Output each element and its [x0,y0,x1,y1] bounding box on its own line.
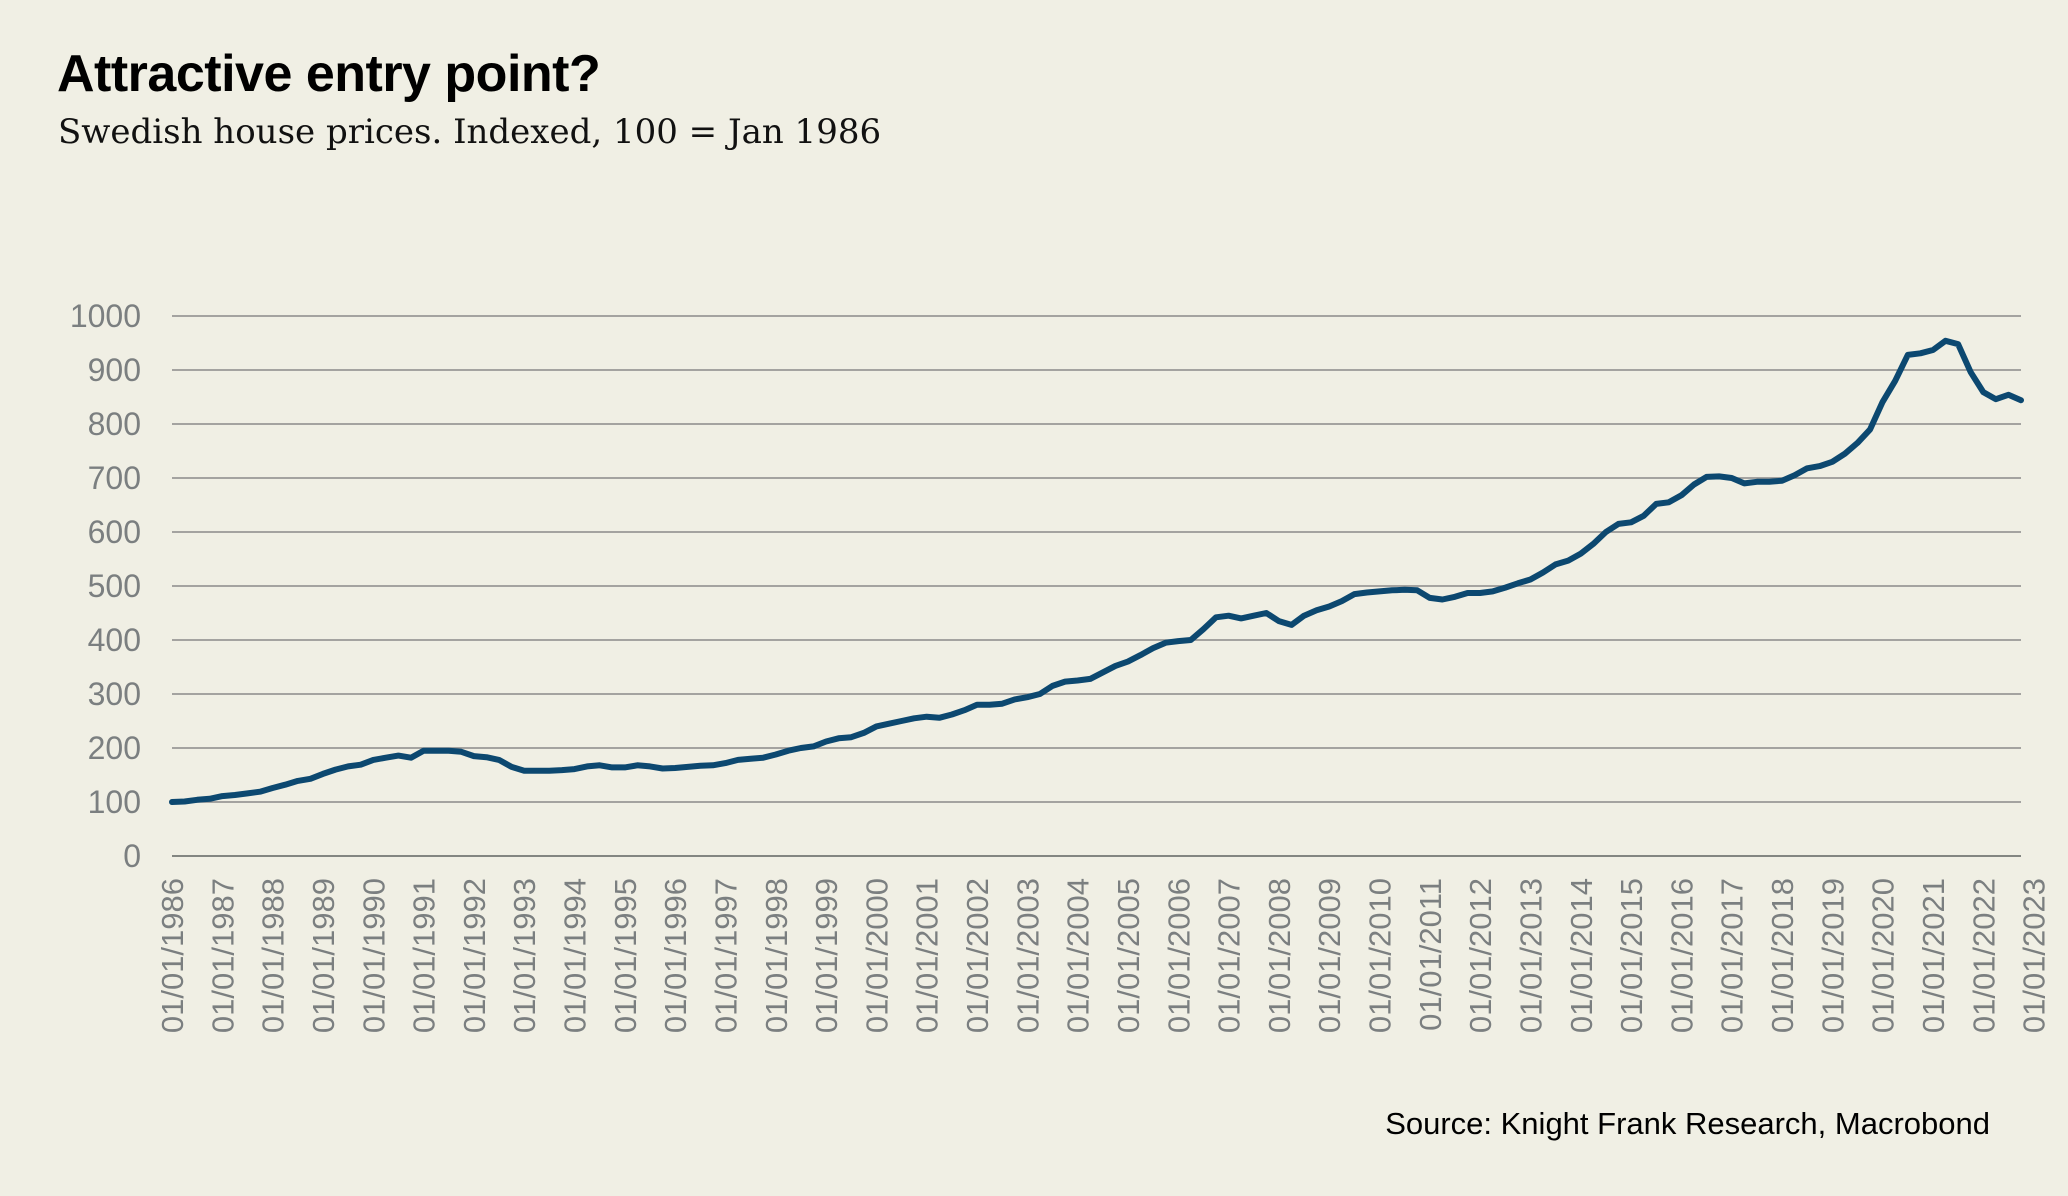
y-tick-label: 800 [88,406,141,442]
x-tick-label: 01/01/2003 [1010,878,1045,1033]
x-tick-label: 01/01/2008 [1262,878,1297,1033]
x-tick-label: 01/01/2019 [1815,878,1850,1033]
x-axis-ticks: 01/01/1986 01/01/1987 01/01/1988 01/01/1989… [155,878,2052,1033]
x-tick-label: 01/01/2005 [1111,878,1146,1033]
chart-title: Attractive entry point? [57,45,601,103]
x-tick-label: 01/01/2006 [1161,878,1196,1033]
y-tick-label: 500 [88,568,141,604]
x-tick-label: 01/01/1993 [507,878,542,1033]
x-tick-label: 01/01/2000 [859,878,894,1033]
series-layer [169,337,2024,805]
x-tick-label: 01/01/2009 [1312,878,1347,1033]
x-tick-label: 01/01/2010 [1363,878,1398,1033]
series-line-house-prices [169,337,2024,805]
y-tick-label: 900 [88,352,141,388]
y-tick-label: 400 [88,622,141,658]
x-tick-label: 01/01/2015 [1614,878,1649,1033]
gridlines [172,315,2021,857]
chart-subtitle: Swedish house prices. Indexed, 100 = Jan… [58,112,882,152]
y-axis-ticks: 0 100 200 300 400 500 600 700 800 900 1000 [70,298,141,874]
x-tick-label: 01/01/1988 [256,878,291,1033]
x-tick-label: 01/01/2014 [1564,878,1599,1033]
source-note: Source: Knight Frank Research, Macrobond [1385,1106,1990,1141]
x-tick-label: 01/01/2018 [1765,878,1800,1033]
x-tick-label: 01/01/2021 [1916,878,1951,1033]
x-tick-label: 01/01/1994 [558,878,593,1033]
x-tick-label: 01/01/2017 [1715,878,1750,1033]
x-tick-label: 01/01/1990 [356,878,391,1033]
y-tick-label: 300 [88,676,141,712]
x-tick-label: 01/01/1986 [155,878,190,1033]
x-tick-label: 01/01/1987 [205,878,240,1033]
x-tick-label: 01/01/2001 [910,878,945,1033]
y-tick-label: 200 [88,730,141,766]
x-tick-label: 01/01/1999 [809,878,844,1033]
x-tick-label: 01/01/1997 [708,878,743,1033]
y-tick-label: 100 [88,784,141,820]
y-tick-label: 700 [88,460,141,496]
x-tick-label: 01/01/2023 [2017,878,2052,1033]
x-tick-label: 01/01/1989 [306,878,341,1033]
x-tick-label: 01/01/1991 [407,878,442,1033]
x-tick-label: 01/01/2011 [1413,878,1448,1031]
x-tick-label: 01/01/2004 [1061,878,1096,1033]
x-tick-label: 01/01/1998 [759,878,794,1033]
x-tick-label: 01/01/2020 [1866,878,1901,1033]
x-tick-label: 01/01/2013 [1513,878,1548,1033]
x-tick-label: 01/01/1996 [658,878,693,1033]
x-tick-label: 01/01/2002 [960,878,995,1033]
y-tick-label: 0 [123,838,141,874]
x-tick-label: 01/01/1995 [608,878,643,1033]
y-tick-label: 1000 [70,298,141,334]
x-tick-label: 01/01/2007 [1212,878,1247,1033]
x-tick-label: 01/01/2012 [1463,878,1498,1033]
x-tick-label: 01/01/1992 [457,878,492,1033]
y-tick-label: 600 [88,514,141,550]
x-tick-label: 01/01/2022 [1966,878,2001,1033]
x-tick-label: 01/01/2016 [1664,878,1699,1033]
